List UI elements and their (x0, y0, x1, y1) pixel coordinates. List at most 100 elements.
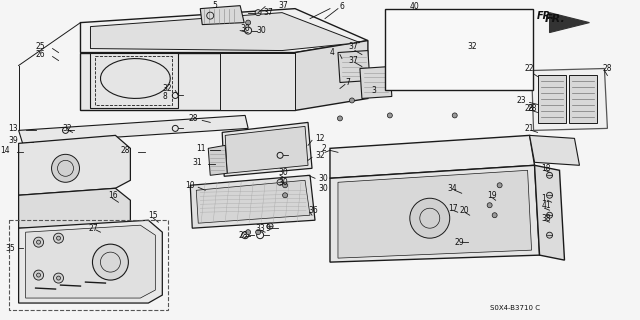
Text: S0X4-B3710 C: S0X4-B3710 C (490, 305, 540, 311)
Text: 37: 37 (348, 56, 358, 65)
Text: 21: 21 (525, 124, 534, 133)
Circle shape (470, 24, 479, 34)
Polygon shape (19, 188, 131, 228)
Polygon shape (534, 165, 564, 260)
Circle shape (277, 179, 283, 185)
Bar (161, 73, 172, 81)
Text: 15: 15 (148, 211, 158, 220)
Text: 41: 41 (541, 201, 551, 210)
Circle shape (246, 20, 251, 25)
Bar (161, 60, 172, 68)
Polygon shape (26, 225, 156, 298)
Text: 14: 14 (1, 146, 10, 155)
Bar (285, 62, 293, 68)
Text: FR.: FR. (536, 11, 554, 20)
Polygon shape (295, 41, 368, 110)
Text: 5: 5 (212, 1, 218, 10)
Circle shape (33, 270, 44, 280)
Polygon shape (90, 52, 179, 108)
Text: 30: 30 (240, 24, 250, 33)
Bar (400, 25, 465, 43)
Text: 13: 13 (8, 124, 19, 133)
Polygon shape (208, 145, 227, 175)
Circle shape (452, 113, 457, 118)
Polygon shape (196, 180, 310, 223)
Text: 38: 38 (541, 214, 551, 223)
Bar (161, 84, 172, 92)
Text: 16: 16 (108, 191, 118, 200)
Circle shape (54, 233, 63, 243)
Text: 30: 30 (256, 26, 266, 35)
Text: 30: 30 (318, 174, 328, 183)
Text: 37: 37 (263, 8, 273, 17)
Circle shape (484, 45, 495, 56)
Polygon shape (225, 126, 308, 173)
Text: 20: 20 (460, 206, 469, 215)
Circle shape (470, 45, 479, 56)
Circle shape (547, 172, 552, 178)
Polygon shape (81, 9, 368, 52)
Circle shape (92, 244, 129, 280)
Circle shape (36, 240, 40, 244)
Circle shape (255, 230, 260, 235)
Text: 32: 32 (315, 151, 324, 160)
Polygon shape (200, 6, 244, 25)
Text: 12: 12 (315, 134, 324, 143)
Text: 18: 18 (541, 164, 551, 173)
Text: 34: 34 (448, 184, 458, 193)
Polygon shape (19, 135, 131, 195)
Circle shape (484, 24, 495, 34)
Circle shape (487, 203, 492, 208)
Polygon shape (538, 76, 566, 124)
Polygon shape (392, 19, 527, 81)
Text: 30: 30 (278, 168, 288, 177)
Text: 6: 6 (340, 2, 345, 11)
Text: 30: 30 (318, 184, 328, 193)
Text: 32: 32 (63, 124, 72, 133)
Circle shape (349, 98, 355, 103)
Polygon shape (570, 76, 597, 124)
Polygon shape (360, 67, 392, 99)
Text: 31: 31 (192, 158, 202, 167)
Bar (230, 150, 260, 160)
Polygon shape (19, 116, 248, 143)
Text: 17: 17 (448, 204, 458, 213)
Text: 30: 30 (278, 178, 288, 187)
Circle shape (500, 24, 509, 34)
Polygon shape (550, 12, 589, 33)
Text: 32: 32 (163, 84, 172, 93)
Polygon shape (90, 12, 360, 51)
Circle shape (56, 236, 61, 240)
Text: 32: 32 (468, 42, 477, 51)
Polygon shape (338, 170, 532, 258)
Text: 11: 11 (196, 144, 205, 153)
Bar (400, 45, 465, 56)
Text: 2: 2 (322, 144, 327, 153)
Text: 9: 9 (265, 224, 270, 233)
Text: 35: 35 (6, 244, 15, 253)
Text: 19: 19 (488, 191, 497, 200)
Circle shape (33, 237, 44, 247)
Circle shape (283, 183, 287, 188)
Text: 28: 28 (120, 146, 130, 155)
Bar (385, 9, 532, 91)
Bar (285, 85, 293, 92)
Circle shape (497, 183, 502, 188)
Text: 28: 28 (188, 114, 198, 123)
Text: 33: 33 (255, 224, 265, 233)
Text: 37: 37 (278, 1, 288, 10)
Text: 3: 3 (372, 86, 377, 95)
Polygon shape (529, 135, 579, 165)
Bar (228, 62, 283, 76)
Circle shape (54, 273, 63, 283)
Circle shape (410, 198, 450, 238)
Text: 25: 25 (36, 42, 45, 51)
Bar (228, 78, 283, 100)
Text: 40: 40 (410, 2, 420, 11)
Bar (400, 59, 465, 70)
Bar (8, 220, 168, 310)
Polygon shape (338, 51, 370, 83)
Text: 8: 8 (163, 92, 167, 101)
Bar (263, 138, 298, 160)
Text: 39: 39 (8, 136, 19, 145)
